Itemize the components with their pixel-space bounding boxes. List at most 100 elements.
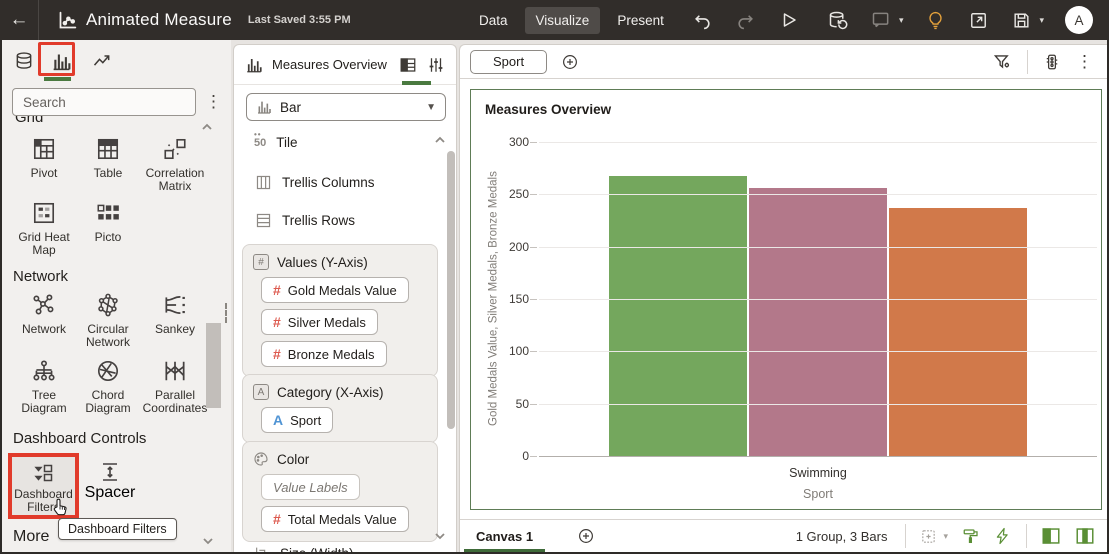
tab-data[interactable]: Data xyxy=(479,12,508,28)
undo-icon[interactable] xyxy=(692,9,714,31)
pill-gold-medals-value[interactable]: # Gold Medals Value xyxy=(261,277,409,303)
data-tab-icon[interactable] xyxy=(12,49,36,73)
attribute-a-icon: A xyxy=(273,412,284,428)
pill-sport[interactable]: A Sport xyxy=(261,407,334,433)
category-section[interactable]: A Category (X-Axis) A Sport xyxy=(242,374,438,443)
collapse-chevron-up-icon[interactable] xyxy=(200,120,214,134)
viz-item-correlation-matrix[interactable]: Correlation Matrix xyxy=(140,136,210,193)
status-text: 1 Group, 3 Bars xyxy=(795,528,888,544)
grammar-tab-icon[interactable] xyxy=(398,55,418,75)
filter-options-icon[interactable] xyxy=(993,52,1012,71)
properties-tab-icon[interactable] xyxy=(426,55,446,75)
highlight-box-visualizations-tab xyxy=(38,42,75,76)
viz-item-sankey[interactable]: Sankey xyxy=(140,292,210,349)
y-tick-label: 150 xyxy=(508,292,529,306)
viz-item-spacer[interactable]: Spacer xyxy=(84,460,136,502)
value-labels-dropzone[interactable]: Value Labels xyxy=(261,474,360,500)
insights-lightbulb-icon[interactable] xyxy=(924,9,946,31)
toggle-right-panel-icon[interactable] xyxy=(1075,527,1095,545)
play-icon[interactable] xyxy=(778,9,800,31)
color-section[interactable]: Color Value Labels # Total Medals Value xyxy=(242,441,438,542)
grammar-panel-header: Measures Overview xyxy=(234,45,456,85)
toggle-left-panel-icon[interactable] xyxy=(1041,527,1061,545)
viz-item-chord-diagram[interactable]: Chord Diagram xyxy=(76,358,140,415)
pill-total-medals-value[interactable]: # Total Medals Value xyxy=(261,506,409,532)
viz-item-tree-diagram[interactable]: Tree Diagram xyxy=(12,358,76,415)
grammar-panel-scrollbar[interactable] xyxy=(447,151,455,429)
chart-type-dropdown[interactable]: Bar ▼ xyxy=(246,93,446,121)
viz-item-network[interactable]: Network xyxy=(12,292,76,349)
measure-hash-icon: # xyxy=(273,511,281,527)
tab-present[interactable]: Present xyxy=(617,12,664,28)
number-box-icon: # xyxy=(253,254,269,270)
viz-item-circular-network[interactable]: Circular Network xyxy=(76,292,140,349)
expand-chevron-down-icon[interactable] xyxy=(201,534,215,548)
picto-icon xyxy=(95,200,121,227)
grammar-row-trellis-rows[interactable]: Trellis Rows xyxy=(254,211,355,229)
search-menu-kebab-icon[interactable]: ⋮ xyxy=(205,92,222,111)
viz-item-table[interactable]: Table xyxy=(76,136,140,193)
grammar-row-tile[interactable]: 50 Tile xyxy=(254,130,298,151)
left-panel-scrollbar[interactable] xyxy=(206,323,221,408)
paint-roller-icon[interactable] xyxy=(962,527,980,545)
grammar-scroll-down-icon[interactable] xyxy=(433,529,447,543)
avatar[interactable]: A xyxy=(1065,6,1093,34)
gridline xyxy=(539,246,1097,248)
left-panel: ⋮ Grid Pivot Table Correlation Matrix Gr… xyxy=(2,40,231,552)
filter-chip-sport[interactable]: Sport xyxy=(470,49,548,74)
back-button[interactable]: ← xyxy=(9,9,29,30)
viz-item-dashboard-filters[interactable]: Dashboard Filters xyxy=(8,453,79,519)
y-tick-label: 50 xyxy=(515,396,529,411)
refresh-data-icon[interactable] xyxy=(827,9,849,31)
viz-item-pivot[interactable]: Pivot xyxy=(12,136,76,193)
grammar-row-trellis-columns[interactable]: Trellis Columns xyxy=(254,173,375,191)
y-tick-mark xyxy=(530,142,537,143)
palette-icon xyxy=(253,451,269,467)
measure-hash-icon: # xyxy=(273,282,281,298)
filter-bar: Sport ⋮ xyxy=(460,45,1107,79)
y-tick-label: 100 xyxy=(508,344,529,359)
viz-item-grid-heat-map[interactable]: Grid Heat Map xyxy=(12,200,76,257)
canvas-menu-kebab-icon[interactable]: ⋮ xyxy=(1076,51,1093,71)
bar-silver-medals[interactable] xyxy=(749,188,887,456)
canvas-bar: Canvas 1 1 Group, 3 Bars ▾ xyxy=(460,519,1107,552)
x-axis-title: Sport xyxy=(803,487,833,501)
viz-item-parallel-coordinates[interactable]: Parallel Coordinates xyxy=(140,358,210,415)
pill-silver-medals[interactable]: # Silver Medals xyxy=(261,309,378,335)
active-grammar-tab-underline xyxy=(402,81,431,85)
grammar-scroll-up-icon[interactable] xyxy=(433,133,447,147)
visualizations-tab-icon[interactable] xyxy=(49,49,73,73)
correlation-matrix-icon xyxy=(162,136,188,163)
table-icon xyxy=(95,136,121,163)
y-tick-label: 0 xyxy=(522,449,529,463)
add-filter-icon[interactable] xyxy=(561,53,579,71)
analytics-tab-icon[interactable] xyxy=(90,49,114,73)
bar-bronze-medals[interactable] xyxy=(889,207,1027,456)
tab-visualize[interactable]: Visualize xyxy=(524,6,601,34)
comments-caret-icon[interactable]: ▾ xyxy=(898,14,904,25)
save-icon[interactable] xyxy=(1010,9,1032,31)
grammar-row-size-width[interactable]: Size (Width) xyxy=(254,545,354,552)
visualization-frame[interactable]: Measures Overview Gold Medals Value, Sil… xyxy=(470,89,1102,510)
comments-icon[interactable] xyxy=(870,9,892,31)
gridline xyxy=(539,194,1097,196)
viz-item-picto[interactable]: Picto xyxy=(76,200,140,257)
trellis-rows-icon xyxy=(254,211,272,229)
panel-resize-grip[interactable] xyxy=(225,303,227,323)
canvas-settings-icon[interactable] xyxy=(1043,53,1061,71)
last-saved-label: Last Saved 3:55 PM xyxy=(247,14,351,26)
search-input[interactable] xyxy=(12,88,196,116)
values-section-label: Values (Y-Axis) xyxy=(277,254,368,270)
y-tick-label: 300 xyxy=(508,135,529,149)
save-caret-icon[interactable]: ▾ xyxy=(1039,14,1044,25)
y-tick-mark xyxy=(530,246,537,248)
open-in-new-icon[interactable] xyxy=(967,9,989,31)
add-canvas-icon[interactable] xyxy=(577,527,595,545)
lightning-icon[interactable] xyxy=(994,527,1012,545)
values-section[interactable]: # Values (Y-Axis) # Gold Medals Value # Sil… xyxy=(242,244,438,377)
canvas-tab-1[interactable]: Canvas 1 xyxy=(460,520,549,553)
pill-bronze-medals[interactable]: # Bronze Medals xyxy=(261,341,387,367)
y-tick-mark xyxy=(530,299,537,300)
bar-gold-medals-value[interactable] xyxy=(609,175,747,456)
section-network-title: Network xyxy=(13,268,69,285)
